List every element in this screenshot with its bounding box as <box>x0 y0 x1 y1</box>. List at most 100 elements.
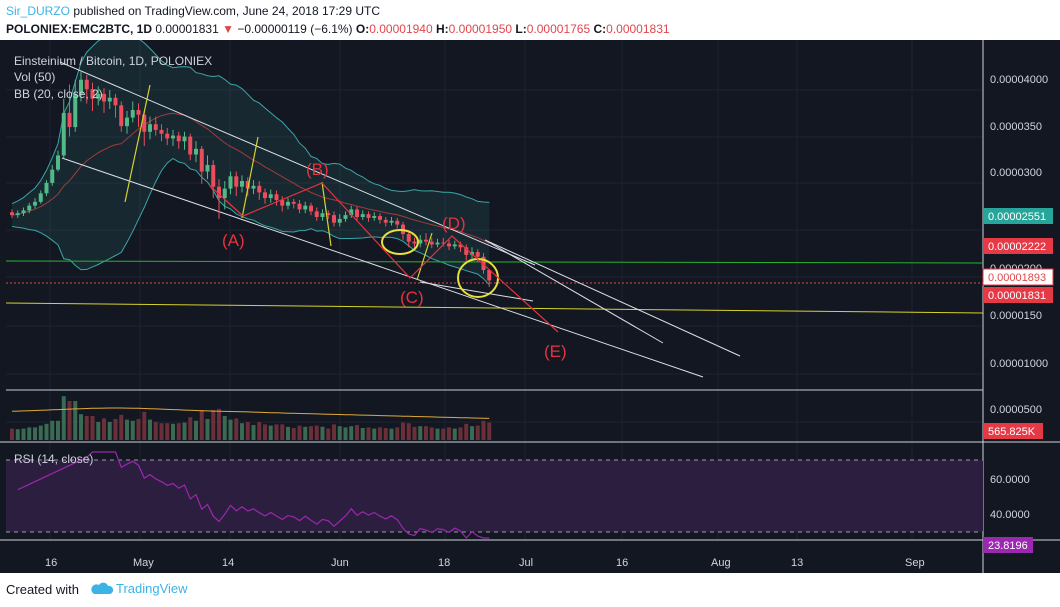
time-tick: 16 <box>616 557 628 569</box>
candle <box>435 242 440 245</box>
time-axis[interactable]: 16 May 14 Jun 18 Jul 16 Aug 13 Sep <box>45 557 925 569</box>
elliott-wave-path[interactable] <box>209 182 559 333</box>
yellow-trend-mark-1[interactable] <box>124 84 151 203</box>
volume-bar <box>378 427 382 440</box>
candle <box>389 220 394 223</box>
publish-info: Sir_DURZO published on TradingView.com, … <box>6 4 380 18</box>
badge-volume-label: 565.825K <box>988 426 1036 438</box>
volume-bar <box>487 422 492 440</box>
volume-bar <box>286 426 290 440</box>
volume-bar <box>107 422 112 440</box>
yellow-trend-mark-2[interactable] <box>241 136 259 219</box>
channel-mid-line[interactable] <box>419 281 534 302</box>
candle <box>464 247 469 255</box>
badge-volume <box>983 423 1043 439</box>
candle <box>349 209 354 216</box>
rsi-tick: 40.0000 <box>990 509 1030 521</box>
volume-bar <box>263 424 267 440</box>
volume-bar <box>332 424 336 440</box>
yellow-circle-1[interactable] <box>381 229 419 255</box>
volume-bar <box>119 414 124 440</box>
candle <box>332 215 336 223</box>
rsi-band <box>6 460 983 532</box>
volume-bar <box>21 428 26 440</box>
volume-bar <box>326 428 331 440</box>
time-tick: Sep <box>905 557 925 569</box>
candle <box>274 194 279 200</box>
low-value: 0.00001765 <box>526 22 591 36</box>
candle <box>286 201 290 206</box>
volume-bar <box>73 401 78 440</box>
volume-bar <box>383 428 388 440</box>
close-value: 0.00001831 <box>606 22 670 36</box>
volume-bar <box>136 419 141 440</box>
candle <box>61 112 66 156</box>
candle <box>217 186 221 199</box>
time-tick: May <box>133 557 154 569</box>
volume-bar <box>470 426 474 440</box>
volume-ma <box>11 407 490 419</box>
price-tick: 0.0000150 <box>990 310 1042 322</box>
bb-basis <box>11 112 490 245</box>
author-link[interactable]: Sir_DURZO <box>6 4 71 18</box>
volume-bar <box>452 428 457 440</box>
candle <box>107 97 112 102</box>
channel-upper-line[interactable] <box>59 61 536 266</box>
badge-bb-lower-label: 0.00001893 <box>988 272 1046 284</box>
volume-bar <box>182 422 187 440</box>
volume-bar <box>429 427 434 440</box>
volume-bar <box>366 427 371 440</box>
tradingview-logo-link[interactable]: TradingView <box>90 581 188 596</box>
yellow-trend-mark-3[interactable] <box>321 181 332 247</box>
volume-bar <box>159 423 164 440</box>
candle <box>142 114 147 132</box>
candle <box>79 79 83 94</box>
candle <box>165 133 170 139</box>
rsi-legend: RSI (14, close) <box>14 452 93 466</box>
volume-bar <box>38 425 43 440</box>
time-tick: Jul <box>519 557 533 569</box>
candle <box>257 185 262 193</box>
candle <box>447 243 451 247</box>
volume-bar <box>251 425 256 440</box>
candle <box>153 124 158 130</box>
candle <box>412 241 417 244</box>
candle <box>96 93 101 99</box>
candle <box>10 212 14 216</box>
candle <box>303 205 308 210</box>
candle <box>171 135 175 139</box>
candle <box>481 256 486 271</box>
candle <box>176 135 181 142</box>
candle <box>406 234 411 242</box>
candle <box>458 244 463 248</box>
fan-line-2[interactable] <box>484 239 664 344</box>
down-arrow-icon: ▼ <box>222 22 234 36</box>
yellow-support-line[interactable] <box>5 302 984 314</box>
green-horizontal-line[interactable] <box>5 260 984 264</box>
yellow-trend-mark-4[interactable] <box>416 232 433 281</box>
candlesticks <box>10 70 492 288</box>
rsi-axis[interactable]: 60.0000 40.0000 23.8196 <box>983 474 1033 553</box>
volume-bar <box>280 424 285 440</box>
ohlc-line: POLONIEX:EMC2BTC, 1D 0.00001831 ▼ −0.000… <box>6 22 670 36</box>
price-change: −0.00000119 (−6.1%) <box>237 22 353 36</box>
fan-line-1[interactable] <box>484 239 741 357</box>
volume-bar <box>217 408 221 440</box>
high-label: H: <box>435 22 449 36</box>
channel-lower-line[interactable] <box>61 157 704 378</box>
candle <box>148 124 152 132</box>
candle <box>159 129 164 134</box>
volume-bar <box>412 426 417 440</box>
wave-label-e: (E) <box>544 342 567 361</box>
volume-bar <box>406 423 411 440</box>
volume-bar <box>309 426 313 440</box>
candle <box>263 192 267 199</box>
time-tick: Aug <box>711 557 731 569</box>
grid-lines <box>6 40 983 540</box>
price-axis[interactable]: 0.00004000 0.0000350 0.0000300 0.0000200… <box>990 74 1048 416</box>
volume-bar <box>464 423 469 440</box>
price-chart[interactable]: (A) (B) (C) (D) (E) Einsteinium / Bitcoi… <box>0 40 1060 573</box>
volume-bar <box>205 419 210 440</box>
created-with-text: Created with <box>6 582 79 597</box>
candle <box>240 181 244 187</box>
